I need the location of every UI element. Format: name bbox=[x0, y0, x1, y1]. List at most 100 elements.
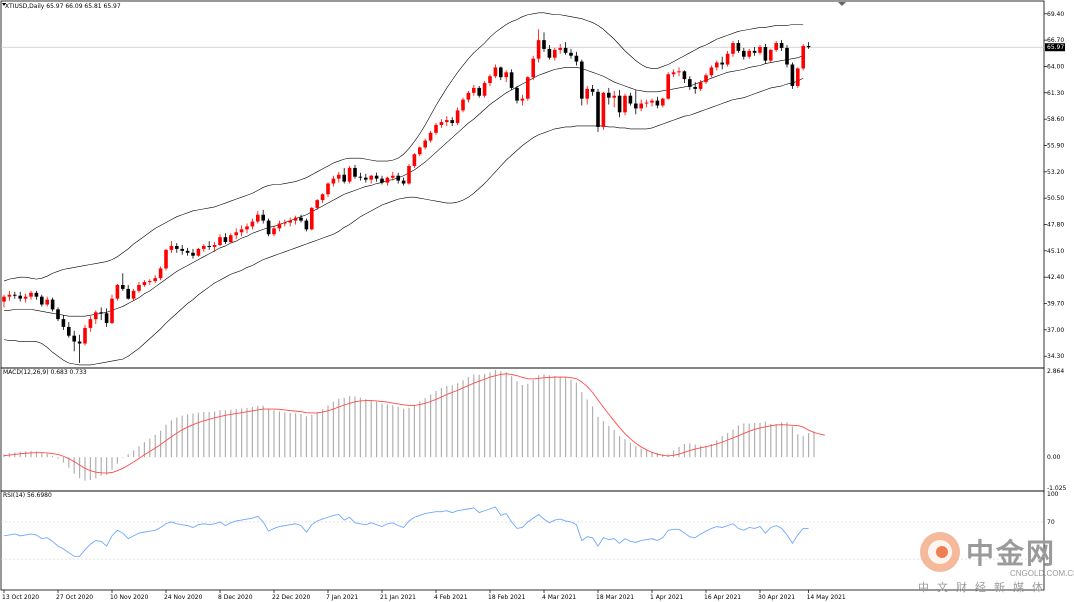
candle-bull bbox=[445, 120, 449, 123]
candle-bear bbox=[742, 50, 746, 57]
candle-bear bbox=[569, 52, 573, 56]
candle-bull bbox=[520, 98, 525, 101]
candle-bear bbox=[223, 237, 228, 243]
candle-bull bbox=[391, 175, 395, 178]
rsi-tick-label: 100 bbox=[1047, 491, 1059, 498]
candle-bear bbox=[358, 176, 363, 178]
price-tick-label: 64.00 bbox=[1047, 63, 1064, 70]
candle-bull bbox=[250, 221, 255, 227]
candle-bear bbox=[56, 309, 60, 320]
candle-bull bbox=[320, 194, 325, 201]
candle-bear bbox=[580, 61, 584, 99]
candle-bull bbox=[709, 67, 714, 76]
candle-bull bbox=[218, 237, 222, 245]
candle-bear bbox=[50, 299, 55, 310]
candle-bull bbox=[558, 47, 562, 50]
time-tick-label: 16 Apr 2021 bbox=[704, 594, 741, 601]
candle-bear bbox=[596, 91, 600, 127]
candle-bear bbox=[13, 294, 17, 296]
candle-bull bbox=[2, 296, 6, 302]
candle-bull bbox=[245, 226, 249, 230]
candle-bull bbox=[769, 49, 773, 61]
candle-bear bbox=[304, 220, 309, 230]
time-tick-label: 13 Oct 2020 bbox=[2, 594, 39, 601]
candle-bear bbox=[509, 72, 514, 88]
candle-bull bbox=[202, 245, 206, 249]
candle-bear bbox=[574, 55, 579, 62]
candle-bear bbox=[299, 217, 303, 221]
time-tick-label: 30 Apr 2021 bbox=[758, 594, 795, 601]
panel-frames bbox=[0, 0, 1045, 591]
candle-bull bbox=[310, 207, 314, 230]
candle-bear bbox=[364, 177, 368, 180]
candle-bull bbox=[29, 292, 33, 297]
price-tick-label: 66.70 bbox=[1047, 37, 1064, 44]
time-tick-label: 14 May 2021 bbox=[807, 594, 846, 601]
candle-bear bbox=[207, 245, 211, 247]
price-tick-label: 53.20 bbox=[1047, 169, 1064, 176]
candle-bull bbox=[466, 92, 471, 100]
candle-bear bbox=[450, 120, 454, 124]
candle-bear bbox=[693, 86, 697, 89]
price-tick-label: 50.50 bbox=[1047, 195, 1064, 202]
bollinger-middle-line bbox=[4, 55, 804, 317]
price-tick-label: 34.30 bbox=[1047, 353, 1064, 360]
shift-marker-icon[interactable] bbox=[838, 2, 846, 6]
macd-signal-line bbox=[3, 373, 825, 474]
candle-bear bbox=[682, 71, 687, 80]
candle-bull bbox=[83, 327, 87, 344]
candle-bear bbox=[785, 47, 789, 65]
candle-bull bbox=[639, 103, 643, 109]
candle-bull bbox=[801, 45, 805, 69]
candle-bull bbox=[158, 268, 163, 279]
candle-bear bbox=[542, 40, 546, 49]
candle-bear bbox=[72, 335, 76, 342]
bollinger-lower-line bbox=[3, 77, 804, 366]
macd-tick-label: 0.00 bbox=[1047, 454, 1061, 461]
candle-bull bbox=[455, 110, 460, 124]
candle-bull bbox=[148, 281, 152, 283]
candle-bull bbox=[110, 298, 114, 324]
candle-bear bbox=[752, 50, 757, 53]
candle-bull bbox=[488, 76, 492, 84]
candle-bull bbox=[747, 50, 751, 57]
time-tick-label: 7 Jan 2021 bbox=[326, 594, 358, 601]
candle-bear bbox=[61, 319, 66, 327]
candle-bull bbox=[45, 299, 49, 305]
candle-bear bbox=[18, 295, 22, 299]
candle-bear bbox=[590, 88, 595, 92]
collapse-triangle-icon[interactable] bbox=[2, 3, 6, 6]
candle-bull bbox=[234, 232, 238, 236]
candle-bull bbox=[153, 278, 157, 282]
candle-bull bbox=[229, 235, 233, 243]
candle-bear bbox=[34, 292, 39, 297]
candle-bear bbox=[806, 45, 811, 48]
candle-bull bbox=[412, 154, 417, 166]
time-tick-label: 21 Jan 2021 bbox=[380, 594, 416, 601]
candle-bull bbox=[504, 72, 508, 78]
candle-bull bbox=[612, 95, 616, 98]
rsi-polyline bbox=[3, 506, 809, 557]
candle-bear bbox=[401, 180, 406, 184]
candle-bull bbox=[725, 53, 730, 65]
candle-bull bbox=[671, 72, 676, 75]
candle-bull bbox=[418, 147, 422, 155]
macd-tick-label: 2.864 bbox=[1047, 368, 1064, 375]
macd-label: MACD(12,26,9) 0.683 0.733 bbox=[3, 369, 87, 376]
candle-bull bbox=[331, 178, 336, 184]
price-tick-label: 45.10 bbox=[1047, 248, 1064, 255]
candle-bear bbox=[266, 220, 271, 235]
candle-bull bbox=[585, 88, 589, 99]
candle-bear bbox=[499, 67, 503, 78]
candle-bull bbox=[272, 228, 276, 235]
candle-bull bbox=[23, 296, 28, 299]
candle-bull bbox=[644, 102, 649, 104]
candle-bear bbox=[628, 95, 633, 104]
current-price-tag: 65.97 bbox=[1045, 43, 1065, 52]
candle-bull bbox=[536, 40, 541, 59]
rsi-tick-label: 70 bbox=[1047, 519, 1055, 526]
candle-bull bbox=[88, 319, 93, 328]
candle-bear bbox=[121, 284, 125, 289]
candle-bull bbox=[774, 43, 778, 50]
candle-bull bbox=[347, 167, 352, 182]
